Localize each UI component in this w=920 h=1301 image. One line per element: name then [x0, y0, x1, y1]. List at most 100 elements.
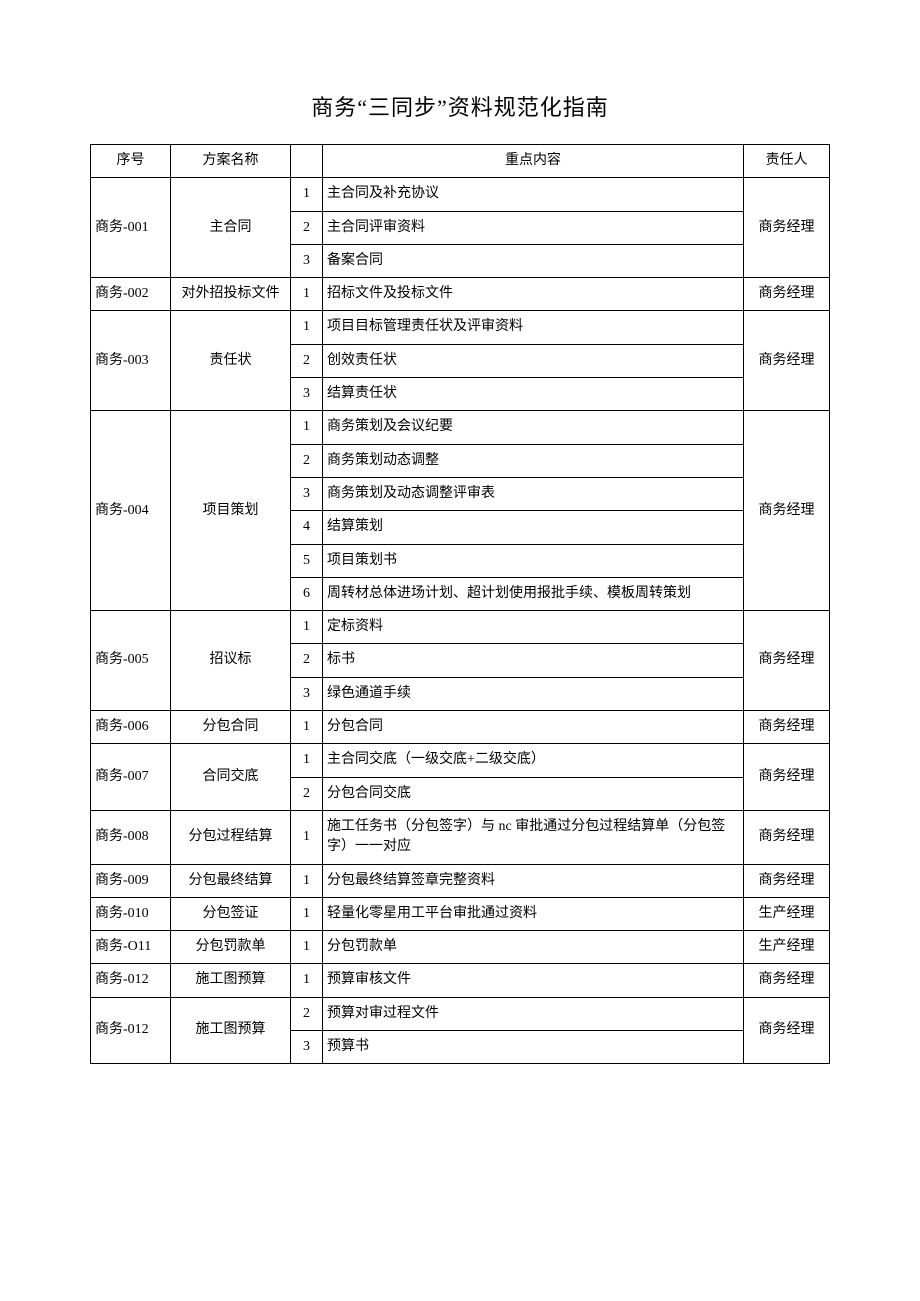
cell-content: 招标文件及投标文件	[323, 278, 744, 311]
cell-content: 分包合同	[323, 711, 744, 744]
cell-plan: 分包最终结算	[171, 864, 291, 897]
cell-index: 2	[291, 444, 323, 477]
cell-index: 2	[291, 344, 323, 377]
cell-responsible: 商务经理	[744, 744, 830, 811]
cell-responsible: 商务经理	[744, 810, 830, 864]
cell-plan: 施工图预算	[171, 964, 291, 997]
cell-index: 2	[291, 211, 323, 244]
cell-content: 绿色通道手续	[323, 677, 744, 710]
cell-index: 3	[291, 244, 323, 277]
cell-index: 2	[291, 997, 323, 1030]
cell-index: 1	[291, 964, 323, 997]
cell-content: 项目策划书	[323, 544, 744, 577]
cell-plan: 对外招投标文件	[171, 278, 291, 311]
cell-content: 主合同评审资料	[323, 211, 744, 244]
col-responsible: 责任人	[744, 145, 830, 178]
col-content: 重点内容	[323, 145, 744, 178]
cell-plan: 分包过程结算	[171, 810, 291, 864]
cell-content: 商务策划及动态调整评审表	[323, 477, 744, 510]
cell-plan: 主合同	[171, 178, 291, 278]
cell-seq: 商务-004	[91, 411, 171, 611]
cell-seq: 商务-006	[91, 711, 171, 744]
cell-index: 3	[291, 477, 323, 510]
cell-index: 2	[291, 777, 323, 810]
cell-index: 3	[291, 1031, 323, 1064]
table-row: 商务-004项目策划1商务策划及会议纪要商务经理	[91, 411, 830, 444]
cell-index: 1	[291, 810, 323, 864]
cell-plan: 合同交底	[171, 744, 291, 811]
cell-seq: 商务-009	[91, 864, 171, 897]
cell-content: 定标资料	[323, 611, 744, 644]
cell-seq: 商务-005	[91, 611, 171, 711]
cell-seq: 商务-010	[91, 897, 171, 930]
cell-content: 预算书	[323, 1031, 744, 1064]
cell-plan: 项目策划	[171, 411, 291, 611]
cell-responsible: 商务经理	[744, 178, 830, 278]
col-seq: 序号	[91, 145, 171, 178]
cell-index: 1	[291, 278, 323, 311]
cell-content: 备案合同	[323, 244, 744, 277]
table-row: 商务-003责任状1项目目标管理责任状及评审资料商务经理	[91, 311, 830, 344]
cell-index: 6	[291, 577, 323, 610]
cell-responsible: 商务经理	[744, 311, 830, 411]
cell-index: 1	[291, 931, 323, 964]
table-row: 商务-008分包过程结算1施工任务书（分包签字）与 nc 审批通过分包过程结算单…	[91, 810, 830, 864]
cell-seq: 商务-008	[91, 810, 171, 864]
cell-responsible: 商务经理	[744, 997, 830, 1064]
cell-index: 1	[291, 711, 323, 744]
cell-index: 4	[291, 511, 323, 544]
cell-plan: 分包罚款单	[171, 931, 291, 964]
cell-plan: 分包合同	[171, 711, 291, 744]
cell-responsible: 商务经理	[744, 611, 830, 711]
cell-content: 项目目标管理责任状及评审资料	[323, 311, 744, 344]
table-row: 商务-012施工图预算1预算审核文件商务经理	[91, 964, 830, 997]
table-row: 商务-002对外招投标文件1招标文件及投标文件商务经理	[91, 278, 830, 311]
cell-responsible: 商务经理	[744, 278, 830, 311]
table-row: 商务-010分包签证1轻量化零星用工平台审批通过资料生产经理	[91, 897, 830, 930]
cell-content: 预算对审过程文件	[323, 997, 744, 1030]
cell-index: 1	[291, 864, 323, 897]
cell-content: 施工任务书（分包签字）与 nc 审批通过分包过程结算单（分包签字）一一对应	[323, 810, 744, 864]
cell-plan: 招议标	[171, 611, 291, 711]
cell-index: 1	[291, 744, 323, 777]
table-row: 商务-006分包合同1分包合同商务经理	[91, 711, 830, 744]
cell-index: 1	[291, 611, 323, 644]
cell-responsible: 商务经理	[744, 711, 830, 744]
cell-seq: 商务-007	[91, 744, 171, 811]
cell-content: 创效责任状	[323, 344, 744, 377]
cell-plan: 施工图预算	[171, 997, 291, 1064]
cell-plan: 分包签证	[171, 897, 291, 930]
cell-seq: 商务-002	[91, 278, 171, 311]
cell-content: 周转材总体进场计划、超计划使用报批手续、模板周转策划	[323, 577, 744, 610]
cell-seq: 商务-012	[91, 964, 171, 997]
cell-index: 1	[291, 411, 323, 444]
cell-content: 主合同及补充协议	[323, 178, 744, 211]
cell-content: 结算责任状	[323, 378, 744, 411]
cell-seq: 商务-001	[91, 178, 171, 278]
cell-responsible: 生产经理	[744, 931, 830, 964]
cell-seq: 商务-003	[91, 311, 171, 411]
page-title: 商务“三同步”资料规范化指南	[90, 90, 830, 122]
cell-content: 分包最终结算签章完整资料	[323, 864, 744, 897]
cell-content: 预算审核文件	[323, 964, 744, 997]
cell-index: 3	[291, 378, 323, 411]
cell-content: 分包合同交底	[323, 777, 744, 810]
table-header-row: 序号 方案名称 重点内容 责任人	[91, 145, 830, 178]
cell-content: 商务策划及会议纪要	[323, 411, 744, 444]
cell-content: 标书	[323, 644, 744, 677]
document-page: 商务“三同步”资料规范化指南 序号 方案名称 重点内容 责任人 商务-001主合…	[90, 90, 830, 1064]
cell-content: 结算策划	[323, 511, 744, 544]
cell-responsible: 生产经理	[744, 897, 830, 930]
table-row: 商务-001主合同1主合同及补充协议商务经理	[91, 178, 830, 211]
table-row: 商务-007合同交底1主合同交底（一级交底+二级交底）商务经理	[91, 744, 830, 777]
cell-seq: 商务-O11	[91, 931, 171, 964]
cell-index: 3	[291, 677, 323, 710]
cell-index: 1	[291, 897, 323, 930]
table-body: 商务-001主合同1主合同及补充协议商务经理2主合同评审资料3备案合同商务-00…	[91, 178, 830, 1064]
cell-plan: 责任状	[171, 311, 291, 411]
cell-index: 1	[291, 311, 323, 344]
table-row: 商务-012施工图预算2预算对审过程文件商务经理	[91, 997, 830, 1030]
cell-content: 分包罚款单	[323, 931, 744, 964]
col-idx	[291, 145, 323, 178]
cell-seq: 商务-012	[91, 997, 171, 1064]
